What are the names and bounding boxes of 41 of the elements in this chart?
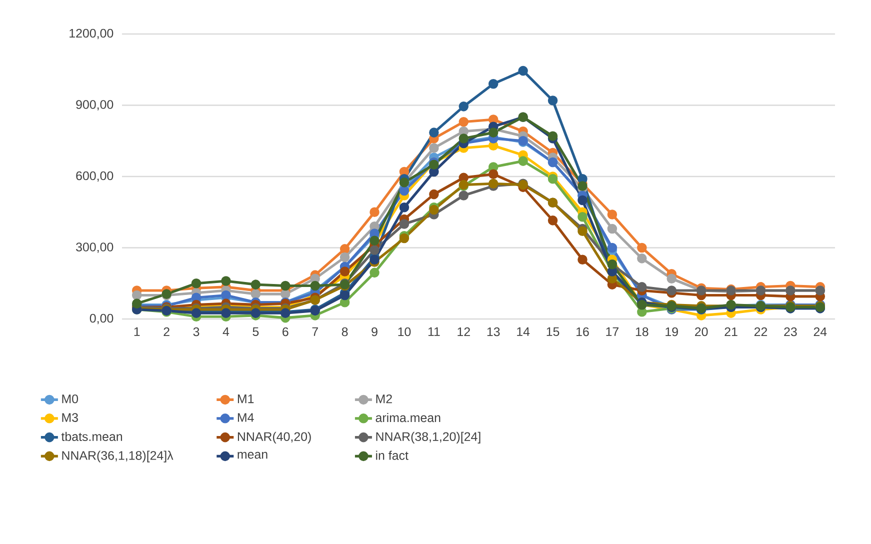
x-tick-label: 22 xyxy=(754,327,768,336)
x-tick-label: 12 xyxy=(458,327,470,336)
legend-label: tbats.mean xyxy=(61,432,122,442)
x-tick-label: 10 xyxy=(398,327,411,336)
x-tick-label: 14 xyxy=(517,327,530,336)
x-tick-label: 11 xyxy=(428,327,440,336)
x-tick-label: 24 xyxy=(814,327,827,336)
legend-label: NNAR(38,1,20)[24] xyxy=(376,432,480,444)
x-tick-label: 6 xyxy=(282,327,288,336)
legend-label: mean xyxy=(238,452,268,459)
x-tick-label: 8 xyxy=(342,327,348,336)
x-tick-label: 2 xyxy=(164,327,170,336)
x-tick-label: 5 xyxy=(252,327,259,336)
x-tick-label: 7 xyxy=(312,327,318,336)
legend-label: NNAR(36,1,18)[24]λ xyxy=(62,450,174,462)
legend-label: M1 xyxy=(238,394,254,404)
x-tick-label: 21 xyxy=(724,327,738,336)
legend-label: arima.mean xyxy=(376,412,440,422)
x-tick-label: 15 xyxy=(546,327,560,336)
x-tick-label: 19 xyxy=(666,327,678,336)
y-tick-label: 1200,00 xyxy=(70,28,114,40)
x-tick-label: 1 xyxy=(134,327,140,336)
legend-label: M3 xyxy=(62,413,78,422)
y-tick-label: 300,00 xyxy=(76,242,114,253)
x-tick-label: 20 xyxy=(695,327,708,336)
x-tick-label: 18 xyxy=(636,327,648,336)
x-tick-label: 23 xyxy=(784,327,797,336)
y-tick-label: 600,00 xyxy=(76,171,114,182)
x-tick-label: 3 xyxy=(193,327,200,336)
x-tick-label: 17 xyxy=(606,327,618,336)
legend-label: M2 xyxy=(376,394,392,404)
legend-label: M0 xyxy=(62,394,78,404)
legend-label: M4 xyxy=(238,413,254,422)
legend-label: NNAR(40,20) xyxy=(238,432,311,444)
x-tick-label: 16 xyxy=(576,327,589,336)
x-tick-label: 9 xyxy=(372,327,378,336)
x-tick-label: 13 xyxy=(487,327,500,336)
y-tick-label: 900,00 xyxy=(76,100,114,110)
x-tick-label: 4 xyxy=(222,327,230,336)
y-tick-label: 0,00 xyxy=(90,314,114,324)
legend-label: in fact xyxy=(376,450,408,460)
